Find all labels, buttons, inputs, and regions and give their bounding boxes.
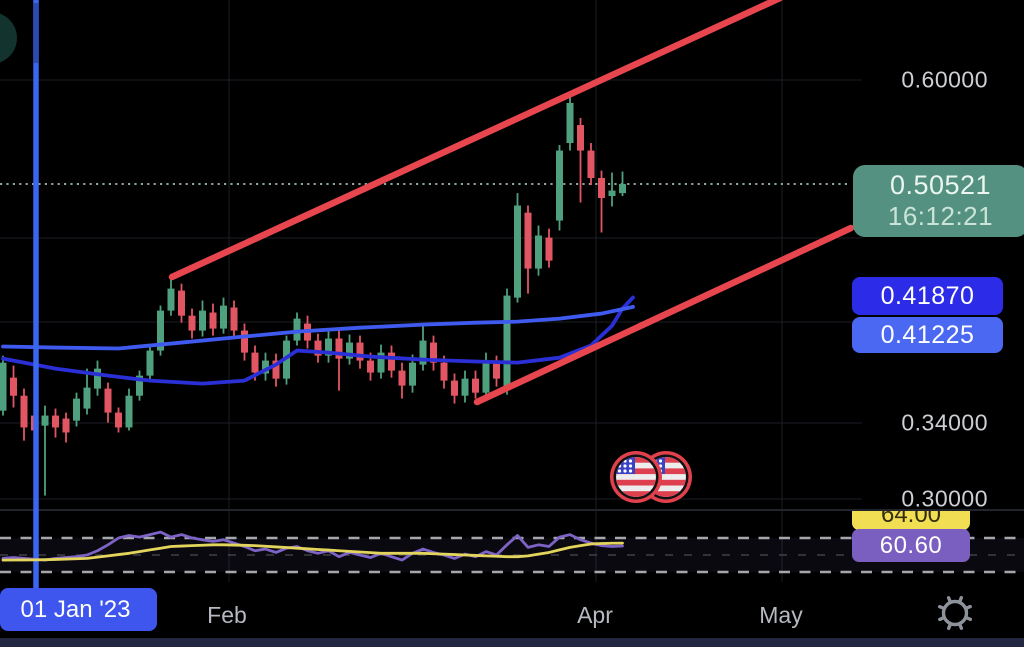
candle-body <box>178 290 185 316</box>
candle-body <box>545 237 553 261</box>
selected-date-badge: 01 Jan '23 <box>0 588 157 631</box>
candle-body <box>146 350 154 376</box>
candle-body <box>199 310 206 331</box>
gear-tooth <box>937 604 946 610</box>
candle-body <box>20 395 28 428</box>
candle-body <box>10 377 17 396</box>
candle-body <box>251 352 259 373</box>
ma-slow-line <box>1 304 635 351</box>
candle-body <box>346 342 353 359</box>
ma-fast-value-badge: 0.41870 <box>852 277 1003 315</box>
upper-channel-trendline <box>168 0 783 281</box>
gear-tooth <box>964 604 972 610</box>
candle-body <box>73 398 80 421</box>
candle-body <box>566 102 574 144</box>
candle-body <box>493 362 500 379</box>
settings-gear-icon[interactable] <box>932 592 978 638</box>
candle-body <box>136 375 143 396</box>
rsi-signal-line <box>1 541 624 562</box>
candle-body <box>62 418 70 433</box>
candle-body <box>598 178 605 198</box>
candle-body <box>535 235 542 269</box>
candle-body <box>367 360 374 373</box>
price-tick-label: 0.30000 <box>901 485 988 512</box>
us-flag-pair-icon[interactable] <box>605 448 697 506</box>
candle-body <box>115 412 122 428</box>
candle-body <box>262 360 269 374</box>
gear-tooth <box>946 622 952 631</box>
candle-body <box>356 342 364 361</box>
current-price-value: 0.50521 <box>889 170 992 200</box>
lower-channel-trendline <box>473 224 855 406</box>
candle-body <box>398 370 406 386</box>
candle-body <box>556 150 563 221</box>
candle-body <box>482 360 490 393</box>
bottom-edge-bar <box>0 638 1024 647</box>
candle-body <box>188 315 196 331</box>
candle-body <box>220 305 227 329</box>
candle-body <box>167 288 175 311</box>
candle-body <box>209 312 217 329</box>
candle-body <box>314 340 322 356</box>
selected-date-label: 01 Jan '23 <box>20 595 131 623</box>
rsi-signal-value-badge: 64.00 <box>852 511 970 530</box>
rsi-signal-badge-clip: 64.00 <box>852 511 970 530</box>
gear-tooth <box>958 622 964 630</box>
candle-body <box>587 150 595 179</box>
candle-body <box>0 362 7 411</box>
candle-body <box>325 338 332 356</box>
candle-body <box>503 295 511 389</box>
corner-dot-decoration <box>0 12 17 64</box>
gear-tooth <box>938 616 946 622</box>
price-tick-label: 0.34000 <box>901 409 988 436</box>
rsi-line <box>1 530 624 562</box>
candle-body <box>335 338 343 359</box>
candle-body <box>451 380 458 396</box>
gear-tooth <box>946 596 952 604</box>
candle-body <box>272 360 280 379</box>
candle-body <box>577 125 584 151</box>
time-tick-feb: Feb <box>207 602 247 628</box>
current-price-badge: 0.50521 16:12:21 <box>853 165 1024 237</box>
gear-tooth <box>958 595 964 604</box>
candle-body <box>524 212 532 269</box>
rsi-value-badge: 60.60 <box>852 529 970 562</box>
candle-body <box>608 190 616 197</box>
candle-body <box>619 183 626 194</box>
candle-body <box>125 395 133 428</box>
time-tick-may: May <box>759 602 803 628</box>
candle-body <box>409 362 416 386</box>
ma-slow-value-badge: 0.41225 <box>852 317 1003 353</box>
ma-fast-line <box>1 295 635 386</box>
price-tick-label: 0.60000 <box>901 66 988 93</box>
gear-tooth <box>964 616 973 622</box>
candle-body <box>472 378 479 393</box>
candle-body <box>430 342 437 363</box>
candle-body <box>388 352 395 371</box>
candle-body <box>377 352 385 373</box>
candle-body <box>293 318 301 341</box>
candle-body <box>41 415 49 426</box>
candle-body <box>104 388 112 413</box>
candle-body <box>52 415 59 428</box>
candle-body <box>230 307 238 331</box>
candle-body <box>419 340 427 365</box>
time-tick-apr: Apr <box>577 602 613 628</box>
candle-body <box>461 378 469 396</box>
countdown-timer: 16:12:21 <box>887 201 994 231</box>
candle-body <box>157 310 164 351</box>
candle-body <box>94 368 101 389</box>
candle-body <box>440 362 448 381</box>
candle-body <box>241 330 248 353</box>
flag-icon-left <box>610 451 662 503</box>
candle-body <box>83 387 91 409</box>
candle-body <box>514 205 521 298</box>
